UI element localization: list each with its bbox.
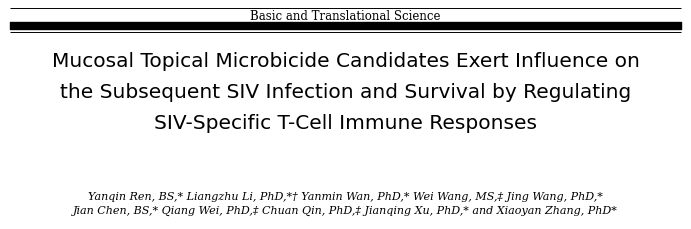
Text: Yanqin Ren, BS,* Liangzhu Li, PhD,*† Yanmin Wan, PhD,* Wei Wang, MS,‡ Jing Wang,: Yanqin Ren, BS,* Liangzhu Li, PhD,*† Yan… — [88, 191, 603, 201]
Text: Jian Chen, BS,* Qiang Wei, PhD,‡ Chuan Qin, PhD,‡ Jianqing Xu, PhD,* and Xiaoyan: Jian Chen, BS,* Qiang Wei, PhD,‡ Chuan Q… — [73, 205, 618, 215]
Text: Basic and Translational Science: Basic and Translational Science — [250, 11, 441, 23]
Text: the Subsequent SIV Infection and Survival by Regulating: the Subsequent SIV Infection and Surviva… — [60, 83, 631, 101]
Text: SIV-Specific T-Cell Immune Responses: SIV-Specific T-Cell Immune Responses — [154, 114, 537, 132]
Text: Mucosal Topical Microbicide Candidates Exert Influence on: Mucosal Topical Microbicide Candidates E… — [52, 52, 639, 71]
